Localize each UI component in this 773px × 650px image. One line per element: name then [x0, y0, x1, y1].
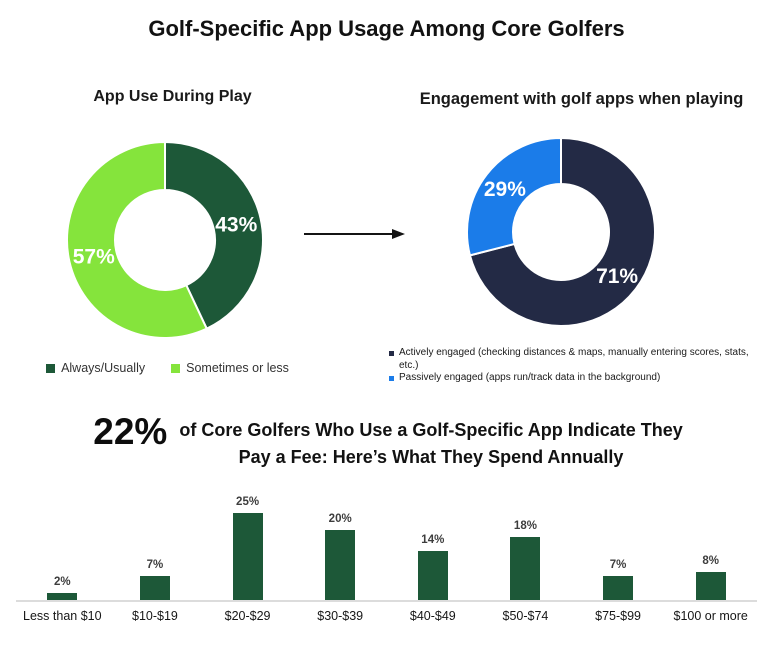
legend-label: Actively engaged (checking distances & m…: [399, 347, 749, 371]
legend-swatch-blue: [389, 376, 394, 381]
bar-category-label: $30-$39: [317, 609, 364, 623]
bar-value-label: 18%: [513, 520, 537, 532]
bar-column: 25%: [201, 487, 294, 600]
bar-category-label: $20-$29: [224, 609, 271, 623]
bar-column: 18%: [479, 487, 572, 600]
bar: [139, 575, 170, 600]
donut-slice: [468, 136, 656, 327]
donut-slice: [164, 140, 264, 331]
bar-value-label: 25%: [236, 495, 260, 508]
right-chart-title: Engagement with golf apps when playing: [419, 90, 744, 108]
bar-column: 14%: [387, 487, 480, 600]
donut-slice-label: 57%: [73, 245, 115, 268]
donut-slice-label: 71%: [596, 265, 638, 288]
bar-column: 7%: [572, 487, 665, 600]
bar: [325, 530, 356, 600]
bar-plot-area: 2% 7% 25% 20% 14% 18% 7% 8%: [16, 487, 757, 602]
bar-category-label: $100 or more: [673, 609, 748, 623]
bar: [47, 593, 78, 600]
spend-section-heading: 22% of Core Golfers Who Use a Golf-Speci…: [56, 412, 720, 471]
spend-heading-line2: Pay a Fee: Here’s What They Spend Annual…: [238, 447, 624, 467]
spend-heading-text: of Core Golfers Who Use a Golf-Specific …: [179, 417, 682, 471]
bar-column: 7%: [109, 487, 202, 600]
bar-value-label: 7%: [146, 558, 164, 571]
donut-slice: [466, 136, 562, 257]
legend-swatch-dark-green: [46, 363, 56, 373]
bar: [695, 572, 726, 600]
legend-item-passively-engaged: Passively engaged (apps run/track data i…: [389, 372, 769, 385]
legend-swatch-navy: [389, 351, 394, 356]
right-chart-legend: Actively engaged (checking distances & m…: [389, 347, 769, 385]
donut-slice-label: 43%: [215, 214, 257, 237]
bar: [603, 575, 634, 600]
bar-column: 8%: [664, 487, 757, 600]
bar-value-label: 14%: [421, 534, 445, 546]
bar-value-label: 2%: [54, 576, 71, 588]
legend-item-always-usually: Always/Usually: [46, 361, 145, 375]
bar-column: 2%: [16, 487, 109, 600]
bar: [232, 512, 263, 600]
spend-heading-line1: of Core Golfers Who Use a Golf-Specific …: [179, 420, 683, 440]
bar-category-label: $10-$19: [132, 609, 178, 623]
donut-slice: [66, 140, 209, 339]
bar-value-label: 8%: [702, 555, 719, 567]
legend-label: Passively engaged (apps run/track data i…: [399, 372, 661, 383]
left-chart-title: App Use During Play: [93, 88, 252, 105]
bar: [510, 537, 541, 600]
bar: [417, 551, 448, 600]
bar-category-label: Less than $10: [23, 609, 102, 623]
page-title: Golf-Specific App Usage Among Core Golfe…: [148, 16, 625, 41]
bar-value-label: 20%: [328, 513, 352, 525]
left-chart-legend: Always/Usually Sometimes or less: [0, 361, 335, 375]
legend-item-sometimes-or-less: Sometimes or less: [171, 361, 289, 375]
annual-spend-bar-chart: 2% 7% 25% 20% 14% 18% 7% 8% Less than $10 $10-$1…: [16, 487, 757, 623]
bar-category-axis: Less than $10 $10-$19 $20-$29 $30-$39 $40-$4…: [16, 602, 757, 623]
bar-category-label: $40-$49: [409, 609, 456, 623]
donut-chart-engagement: 71% 29%: [466, 136, 656, 327]
spend-stat: 22%: [93, 411, 168, 452]
donut-chart-app-use: 43% 57%: [66, 140, 264, 339]
donut-slice-label: 29%: [484, 178, 526, 201]
legend-item-actively-engaged: Actively engaged (checking distances & m…: [389, 347, 769, 372]
bar-value-label: 7%: [609, 558, 627, 571]
bar-category-label: $75-$99: [595, 609, 641, 623]
bar-category-label: $50-$74: [502, 609, 549, 623]
legend-label: Always/Usually: [61, 361, 146, 375]
legend-swatch-light-green: [171, 363, 181, 373]
bar-column: 20%: [294, 487, 387, 600]
arrow-right-icon: [304, 229, 405, 239]
legend-label: Sometimes or less: [186, 361, 289, 375]
